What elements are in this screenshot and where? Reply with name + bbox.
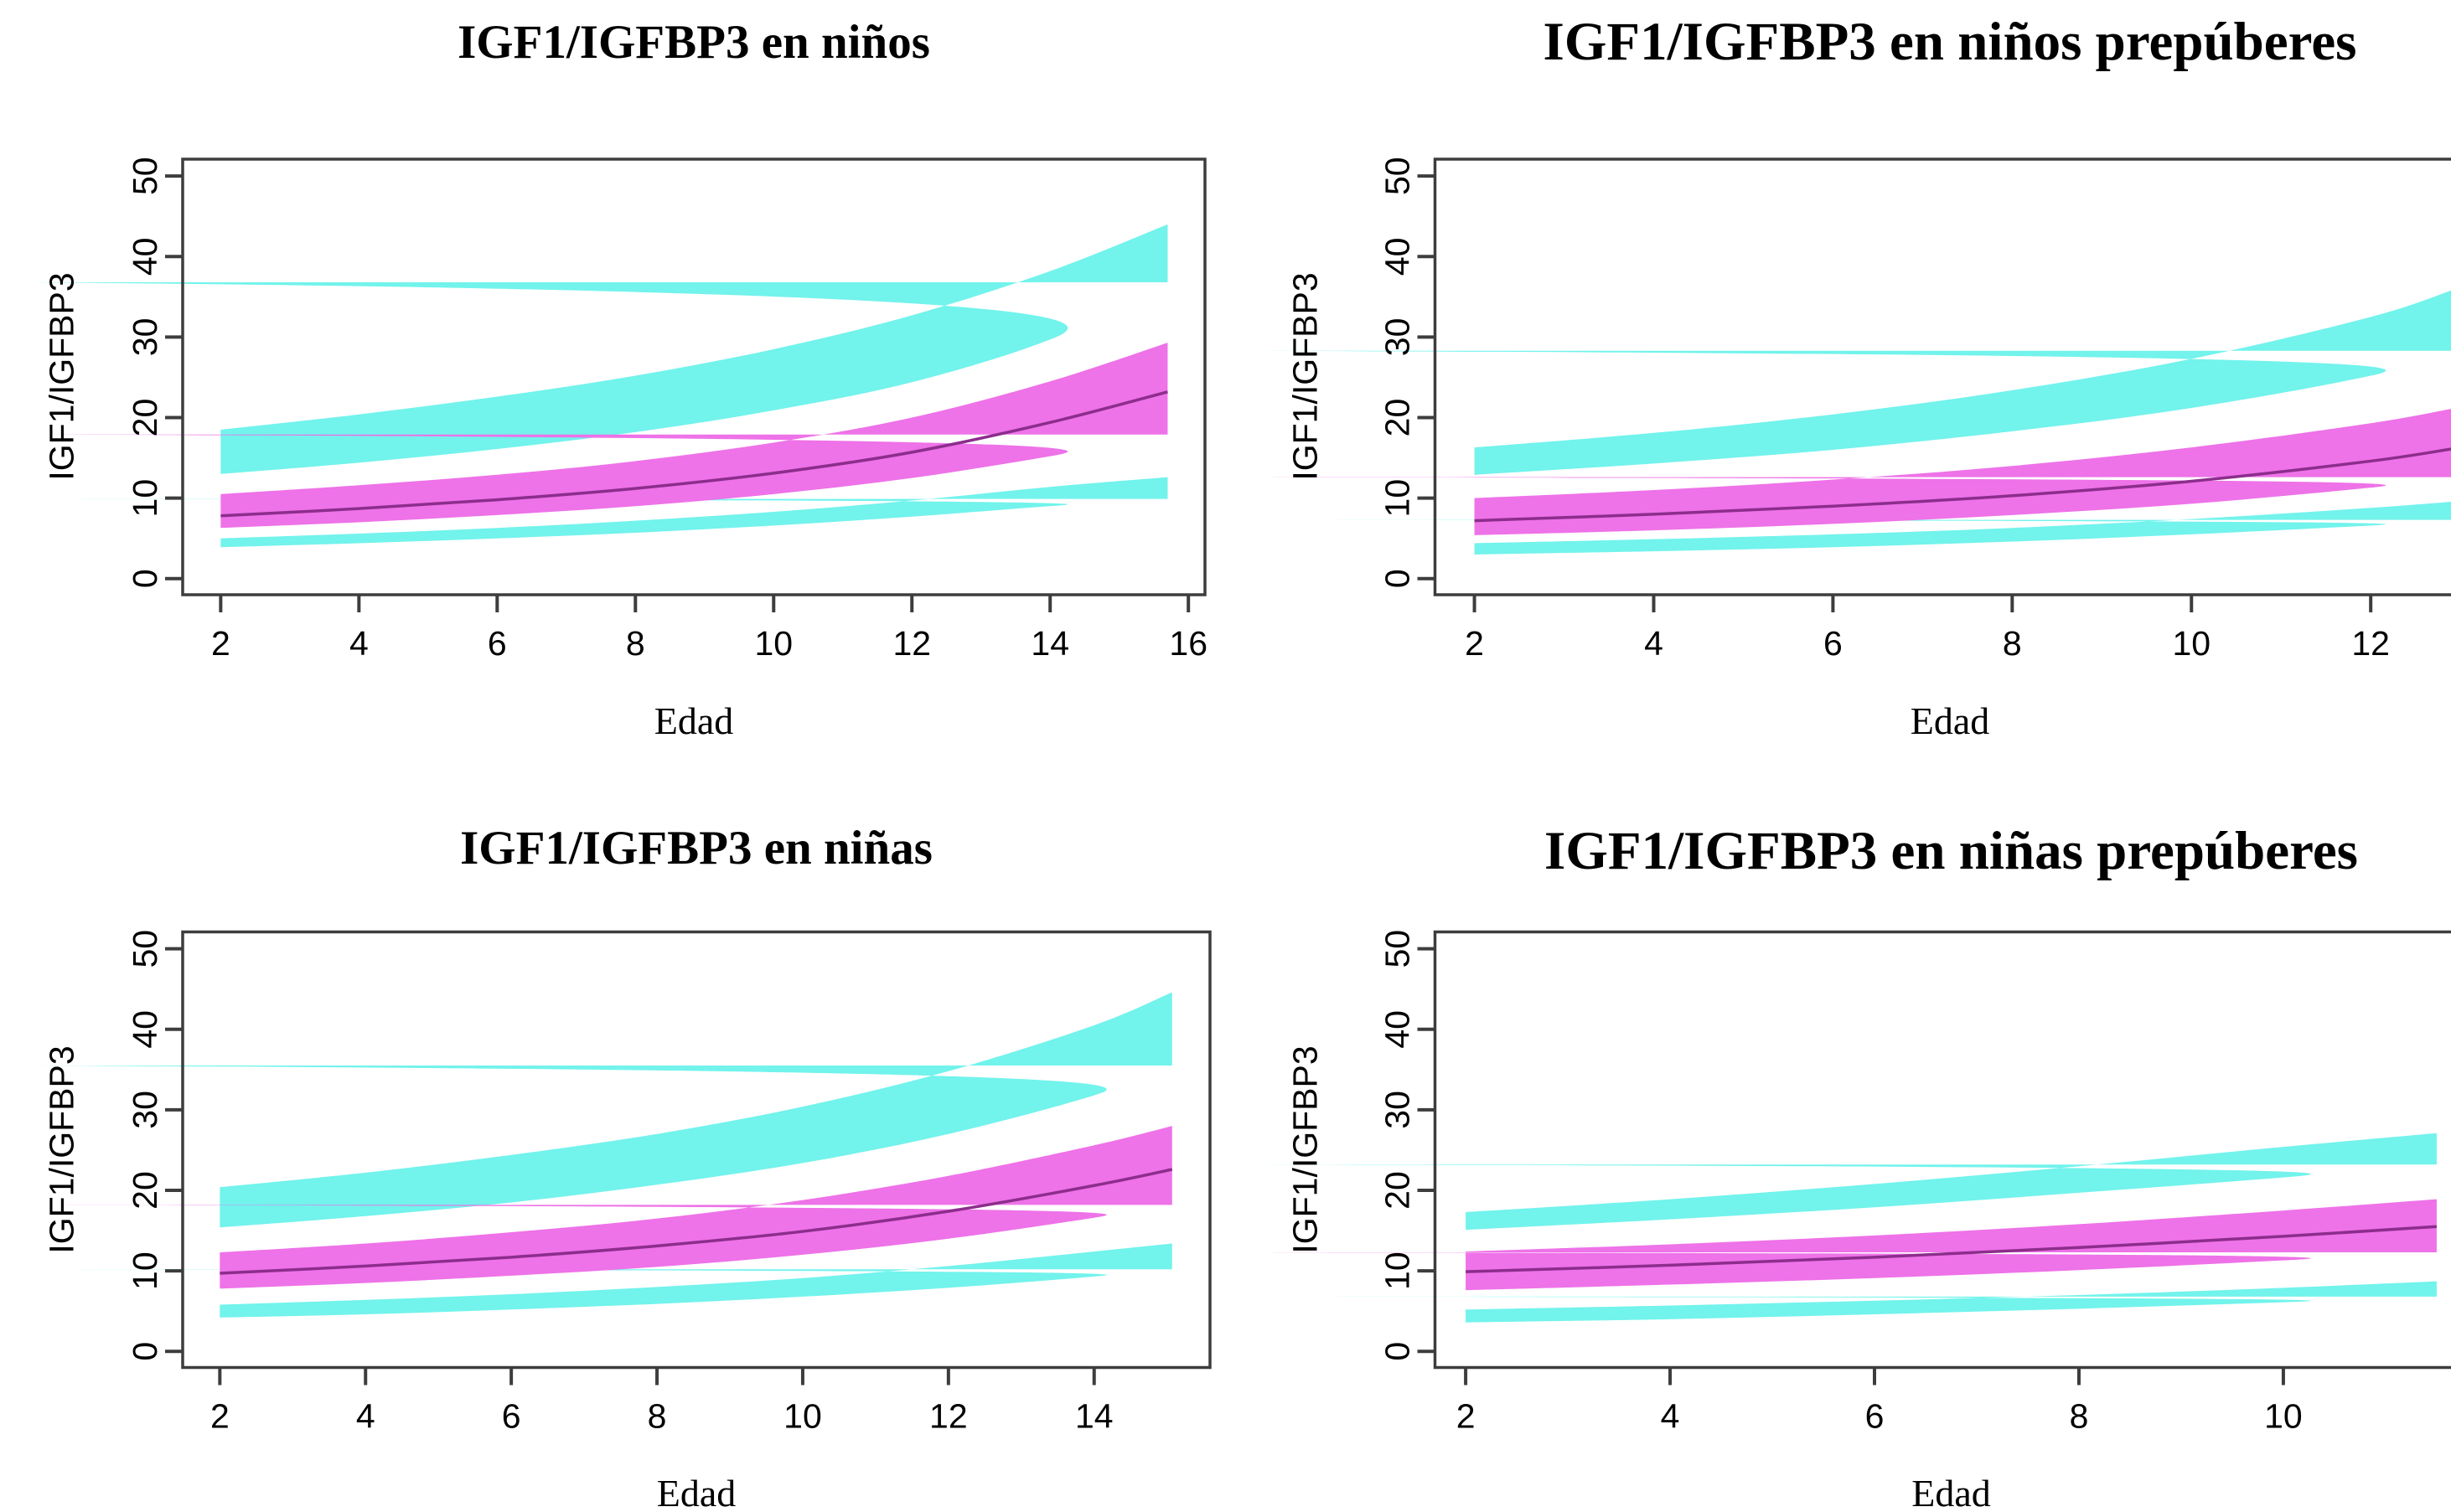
x-tick-label: 6 bbox=[1865, 1397, 1885, 1436]
median-band bbox=[1259, 409, 2451, 535]
y-tick-label: 20 bbox=[1378, 1171, 1416, 1210]
lower-percentile-band bbox=[34, 477, 1168, 548]
plot-box bbox=[181, 930, 1212, 1370]
x-tick-label: 6 bbox=[502, 1397, 521, 1436]
chart-title: IGF1/IGFBP3 en niños prepúberes bbox=[1543, 12, 2357, 72]
chart-svg-ninas-prepuberes: 0 10 20 30 40 50 2 4 6 8 10 bbox=[1259, 930, 2451, 1436]
y-tick-label: 10 bbox=[126, 479, 164, 518]
y-tick-label: 30 bbox=[1378, 318, 1416, 357]
y-tick-label: 50 bbox=[1378, 930, 1416, 968]
lower-percentile-band bbox=[34, 1243, 1172, 1318]
x-tick-label: 12 bbox=[892, 624, 931, 663]
plot-box bbox=[1433, 930, 2451, 1370]
x-tick-label: 10 bbox=[2172, 624, 2211, 663]
x-tick-label: 14 bbox=[1075, 1397, 1114, 1436]
x-axis-label: Edad bbox=[654, 699, 734, 742]
x-axis-label: Edad bbox=[1911, 1472, 1991, 1512]
median-line bbox=[1466, 1225, 2438, 1273]
median-line bbox=[1474, 447, 2451, 523]
upper-percentile-band bbox=[34, 224, 1168, 474]
x-tick-label: 8 bbox=[626, 624, 645, 663]
y-tick-label: 50 bbox=[1378, 157, 1416, 195]
median-line bbox=[220, 1168, 1173, 1275]
upper-percentile-band bbox=[34, 992, 1172, 1228]
x-tick-label: 8 bbox=[2070, 1397, 2089, 1436]
y-tick-label: 40 bbox=[1378, 237, 1416, 276]
upper-percentile-band bbox=[1259, 1133, 2437, 1231]
y-tick-label: 10 bbox=[1378, 1251, 1416, 1290]
x-tick-label: 14 bbox=[1031, 624, 1069, 663]
x-tick-label: 2 bbox=[1456, 1397, 1476, 1436]
x-tick-label: 12 bbox=[929, 1397, 968, 1436]
y-axis-label: IGF1/IGFBP3 bbox=[1285, 272, 1325, 481]
chart-panel-ninos: 0 10 20 30 40 50 2 4 6 8 10 12 14 16 IGF1/IGFBP3 en n… bbox=[34, 13, 1259, 769]
x-tick-label: 8 bbox=[648, 1397, 667, 1436]
x-tick-label: 4 bbox=[1661, 1397, 1680, 1436]
y-tick-label: 50 bbox=[126, 157, 164, 195]
chart-svg-ninos-prepuberes: 0 10 20 30 40 50 2 4 6 8 10 12 bbox=[1259, 157, 2451, 663]
median-band bbox=[34, 343, 1168, 529]
x-tick-label: 10 bbox=[2264, 1397, 2303, 1436]
y-tick-label: 0 bbox=[126, 1342, 164, 1361]
plot-box bbox=[1433, 157, 2451, 596]
chart-panel-ninos-prepuberes: 0 10 20 30 40 50 2 4 6 8 10 12 IGF1/IGFBP3 en niños… bbox=[1259, 13, 2451, 769]
x-tick-label: 2 bbox=[1465, 624, 1484, 663]
chart-title: IGF1/IGFBP3 en niños bbox=[458, 16, 930, 69]
y-tick-label: 20 bbox=[1378, 399, 1416, 437]
chart-svg-ninos: 0 10 20 30 40 50 2 4 6 8 10 12 14 16 bbox=[34, 157, 1207, 663]
y-tick-label: 0 bbox=[126, 569, 164, 588]
x-tick-label: 2 bbox=[211, 624, 230, 663]
y-tick-label: 40 bbox=[126, 237, 164, 276]
x-tick-label: 8 bbox=[2003, 624, 2022, 663]
chart-title: IGF1/IGFBP3 en niñas bbox=[460, 822, 933, 875]
x-tick-label: 10 bbox=[754, 624, 793, 663]
chart-title: IGF1/IGFBP3 en niñas prepúberes bbox=[1544, 821, 2358, 881]
plot-box bbox=[181, 157, 1207, 596]
chart-panel-ninas: 0 10 20 30 40 50 2 4 6 8 10 12 14 IGF1/IGFBP3 en niñ… bbox=[34, 769, 1259, 1512]
y-tick-label: 40 bbox=[1378, 1010, 1416, 1049]
median-line bbox=[220, 390, 1168, 518]
y-tick-label: 10 bbox=[126, 1251, 164, 1290]
chart-svg-ninas: 0 10 20 30 40 50 2 4 6 8 10 12 14 bbox=[34, 930, 1212, 1436]
upper-percentile-band bbox=[1259, 290, 2451, 475]
y-tick-label: 30 bbox=[126, 1091, 164, 1129]
x-tick-label: 6 bbox=[1823, 624, 1843, 663]
x-tick-label: 12 bbox=[2351, 624, 2390, 663]
x-axis-label: Edad bbox=[1910, 699, 1990, 742]
median-band bbox=[1259, 1199, 2437, 1291]
y-tick-label: 0 bbox=[1378, 1342, 1416, 1361]
x-tick-label: 16 bbox=[1169, 624, 1207, 663]
y-axis-label: IGF1/IGFBP3 bbox=[42, 1045, 81, 1254]
y-axis-label: IGF1/IGFBP3 bbox=[42, 272, 81, 481]
y-tick-label: 10 bbox=[1378, 479, 1416, 518]
chart-panel-ninas-prepuberes: 0 10 20 30 40 50 2 4 6 8 10 IGF1/IGFBP3 en niñas p… bbox=[1259, 769, 2451, 1512]
y-tick-label: 20 bbox=[126, 1171, 164, 1210]
lower-percentile-band bbox=[1259, 1281, 2437, 1323]
y-tick-label: 40 bbox=[126, 1010, 164, 1049]
x-tick-label: 2 bbox=[210, 1397, 230, 1436]
x-axis-label: Edad bbox=[656, 1472, 737, 1512]
x-tick-label: 4 bbox=[349, 624, 369, 663]
y-tick-label: 20 bbox=[126, 399, 164, 437]
y-tick-label: 0 bbox=[1378, 569, 1416, 588]
y-tick-label: 30 bbox=[126, 318, 164, 357]
y-tick-label: 50 bbox=[126, 930, 164, 968]
lower-percentile-band bbox=[1259, 501, 2451, 555]
median-band bbox=[34, 1126, 1172, 1289]
y-axis-label: IGF1/IGFBP3 bbox=[1285, 1045, 1325, 1254]
x-tick-label: 4 bbox=[356, 1397, 375, 1436]
y-tick-label: 30 bbox=[1378, 1091, 1416, 1129]
x-tick-label: 4 bbox=[1644, 624, 1663, 663]
x-tick-label: 6 bbox=[488, 624, 507, 663]
x-tick-label: 10 bbox=[783, 1397, 822, 1436]
